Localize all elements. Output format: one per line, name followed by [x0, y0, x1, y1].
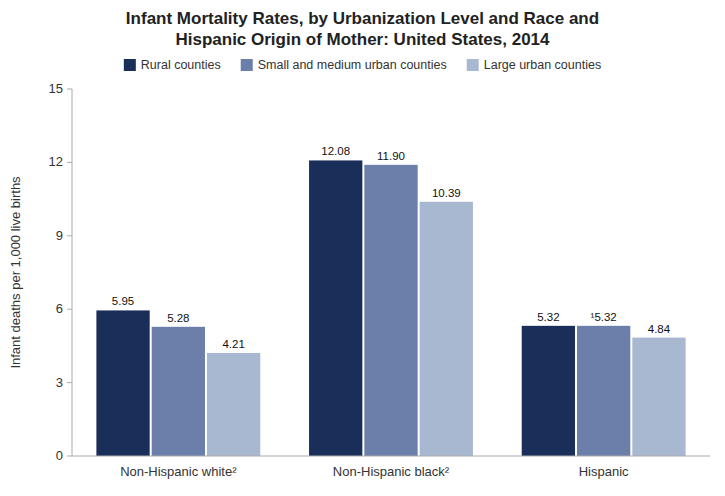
legend-swatch: [241, 59, 253, 71]
category-label: Hispanic: [579, 464, 629, 479]
data-label: 11.90: [377, 150, 405, 162]
data-label: 5.32: [537, 311, 559, 323]
bar: [309, 160, 362, 456]
tick-label: 15: [49, 81, 63, 96]
background: [0, 0, 725, 496]
legend-label: Small and medium urban counties: [258, 58, 447, 72]
y-axis-line: [72, 89, 73, 456]
category-label: Non-Hispanic white²: [120, 464, 237, 479]
data-label: 10.39: [432, 187, 461, 199]
legend-label: Large urban counties: [484, 58, 601, 72]
data-label: 5.95: [112, 295, 134, 307]
bar: [522, 326, 575, 456]
bar: [577, 326, 630, 456]
title-line: Hispanic Origin of Mother: United States…: [175, 30, 550, 49]
bar: [96, 310, 149, 456]
tick-label: 6: [56, 301, 63, 316]
legend-label: Rural counties: [141, 58, 221, 72]
data-label: 5.28: [167, 312, 189, 324]
bar: [632, 338, 685, 456]
legend-swatch: [467, 59, 479, 71]
tick-label: 3: [56, 375, 63, 390]
bar: [420, 202, 473, 456]
title-line: Infant Mortality Rates, by Urbanization …: [126, 9, 599, 28]
bar: [364, 165, 417, 456]
data-label: 4.84: [648, 323, 671, 335]
category-label: Non-Hispanic black²: [333, 464, 450, 479]
data-label: 4.21: [222, 338, 244, 350]
tick-mark: [67, 235, 72, 236]
data-labels: 5.95 12.08 5.32 5.28 11.90 ¹5.32 4.21 10.39 4.84: [112, 145, 671, 350]
data-label: 12.08: [321, 145, 350, 157]
y-axis: 0 3 6 9 12 15: [49, 81, 72, 463]
bar: [152, 327, 205, 456]
chart: Infant Mortality Rates, by Urbanization …: [0, 0, 725, 496]
tick-label: 0: [56, 448, 63, 463]
tick-label: 12: [49, 154, 63, 169]
tick-mark: [67, 309, 72, 310]
legend: Rural counties Small and medium urban cou…: [124, 58, 601, 72]
bars: [96, 160, 685, 456]
tick-label: 9: [56, 228, 63, 243]
x-axis: Non-Hispanic white² Non-Hispanic black² Hi…: [120, 464, 629, 479]
tick-mark: [67, 382, 72, 383]
tick-mark: [67, 162, 72, 163]
tick-mark: [67, 89, 72, 90]
legend-item: Large urban counties: [467, 58, 601, 72]
tick-mark: [67, 456, 72, 457]
title: Infant Mortality Rates, by Urbanization …: [126, 9, 599, 49]
legend-item: Rural counties: [124, 58, 221, 72]
legend-item: Small and medium urban counties: [241, 58, 447, 72]
x-axis-line: [72, 456, 710, 457]
data-label: ¹5.32: [591, 311, 617, 323]
legend-swatch: [124, 59, 136, 71]
bar: [207, 353, 260, 456]
y-axis-label: Infant deaths per 1,000 live births: [8, 176, 23, 369]
